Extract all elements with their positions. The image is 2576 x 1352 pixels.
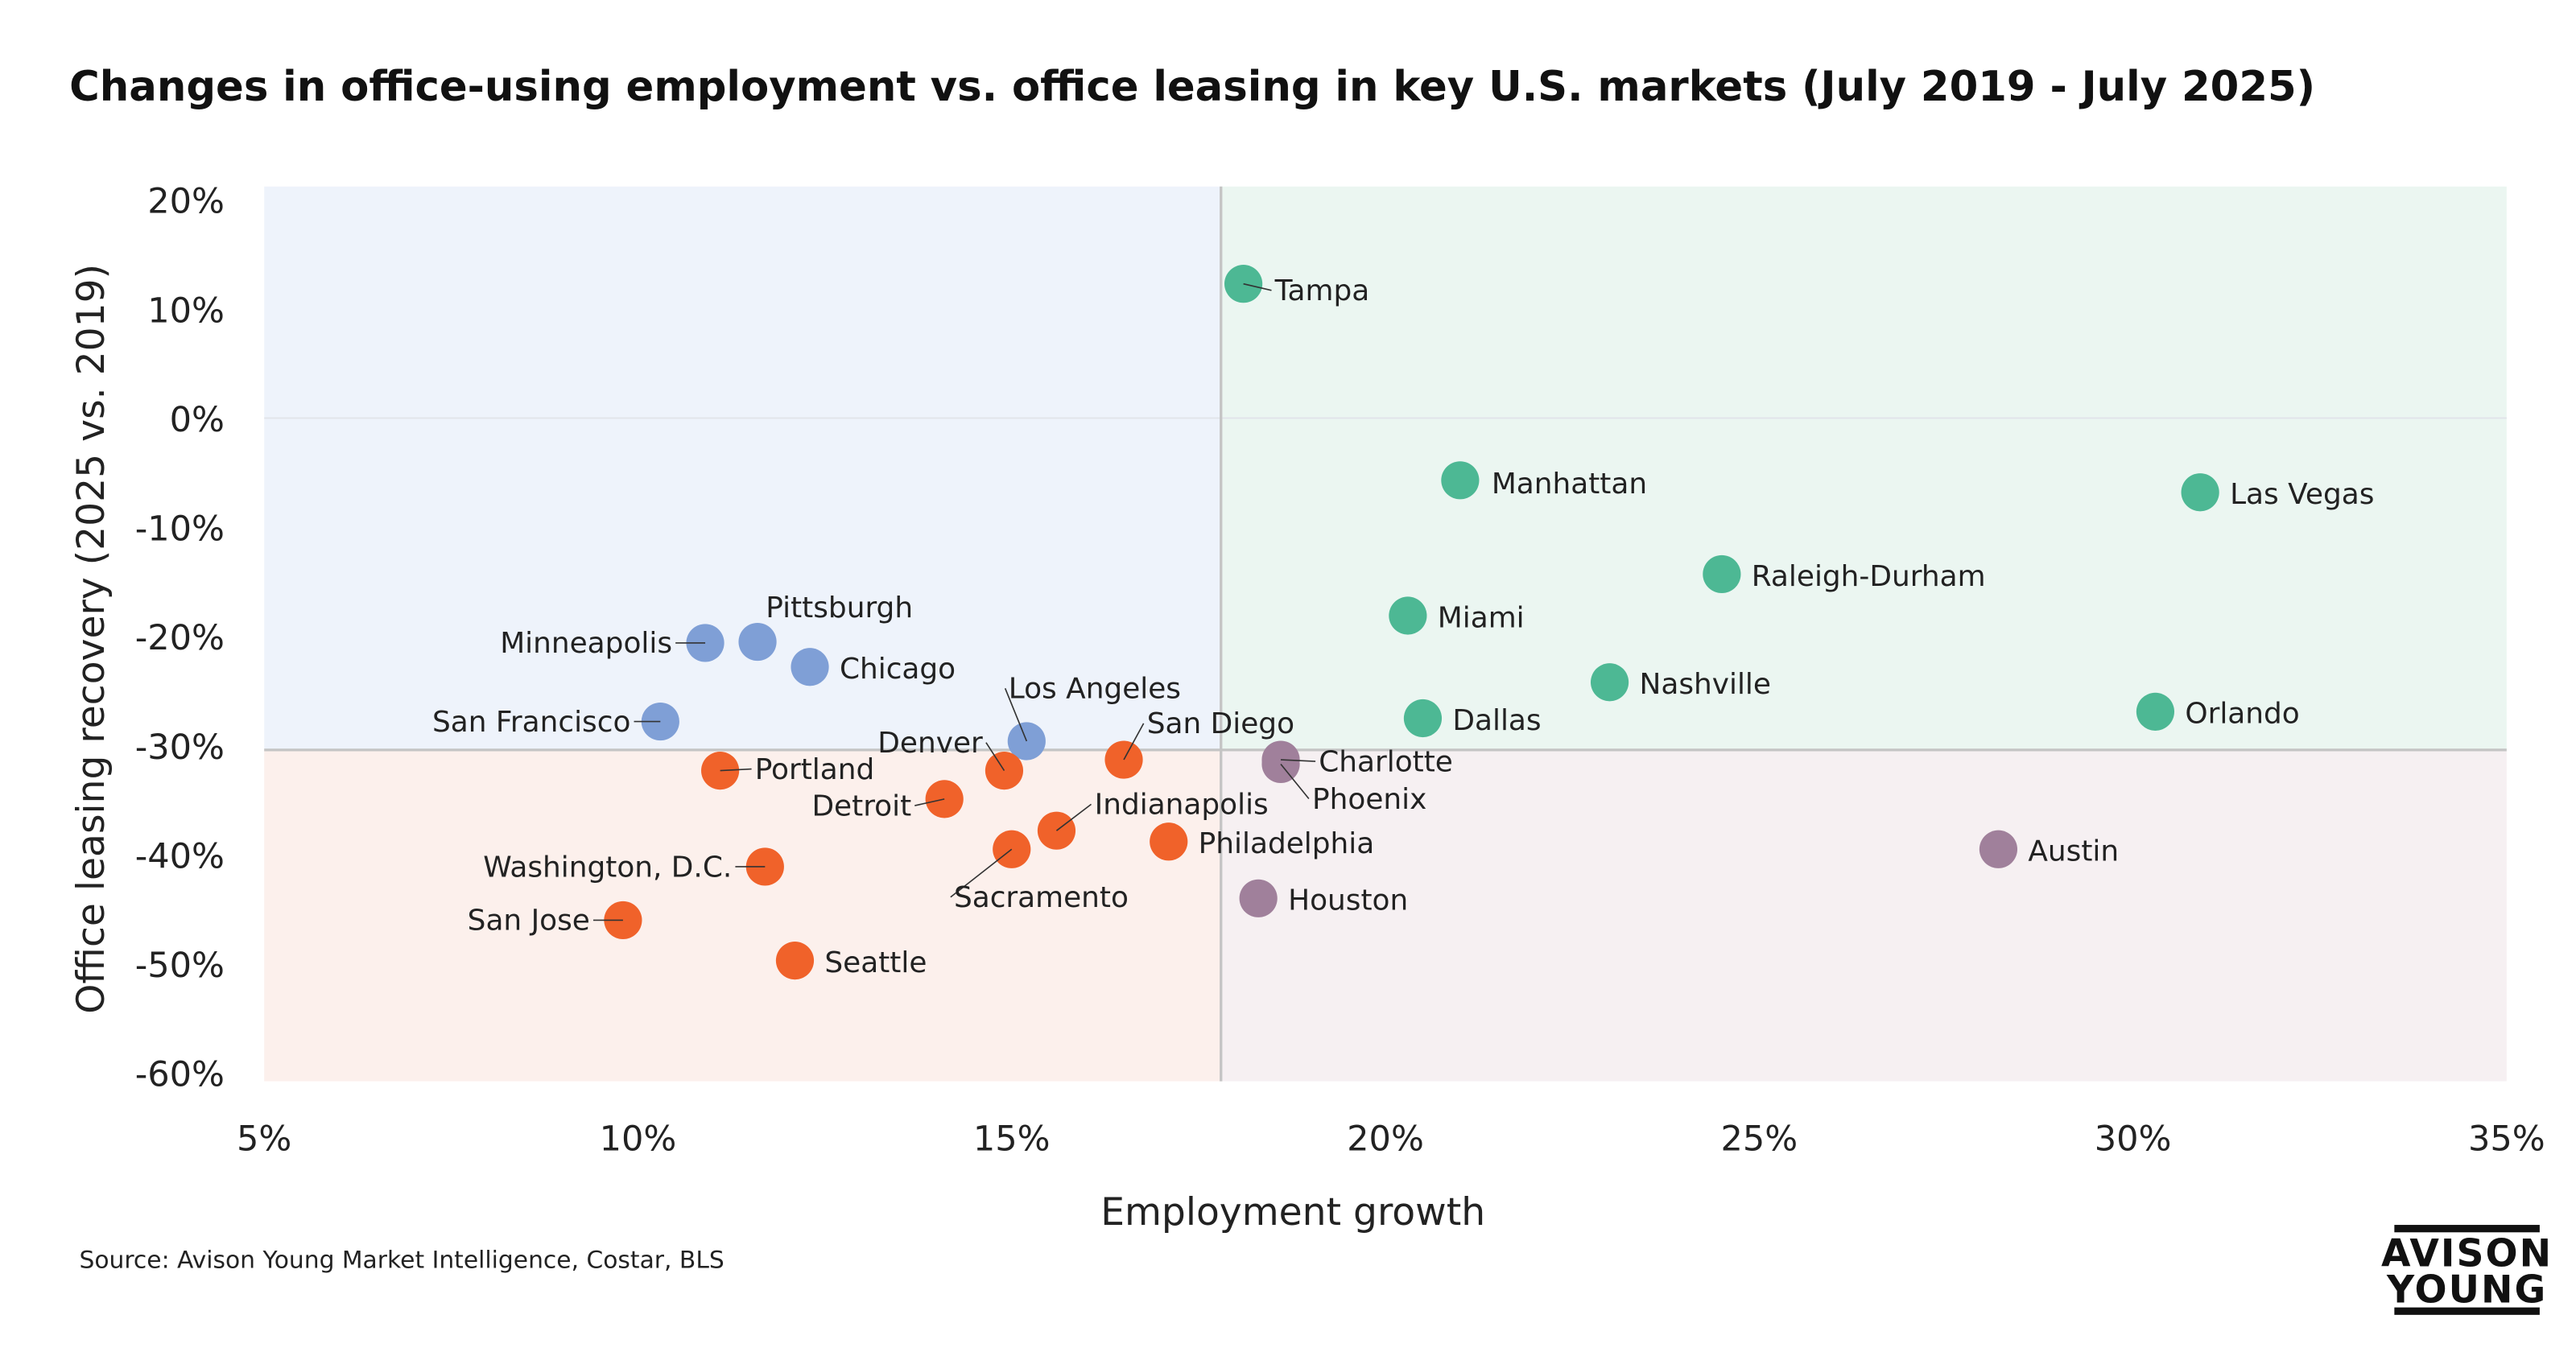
logo-line2: YOUNG: [2386, 1268, 2547, 1312]
point-san-francisco: [641, 702, 679, 741]
point-label: Los Angeles: [1009, 673, 1181, 706]
x-tick-label: 10%: [600, 1119, 677, 1160]
point-austin: [1979, 830, 2018, 868]
point-label: Pittsburgh: [766, 592, 913, 624]
point-indianapolis: [1037, 811, 1076, 850]
y-tick-label: -30%: [135, 728, 225, 768]
point-seattle: [775, 942, 815, 980]
point-label: Sacramento: [954, 881, 1129, 914]
point-label: Houston: [1288, 884, 1408, 917]
source-note: Source: Avison Young Market Intelligence…: [79, 1246, 724, 1274]
x-tick-label: 35%: [2468, 1119, 2545, 1160]
point-miami: [1389, 596, 1427, 635]
y-tick-label: -40%: [135, 836, 225, 876]
leader-line: [1243, 282, 1272, 291]
point-label: San Francisco: [432, 706, 630, 739]
leader-line: [950, 848, 1013, 898]
point-labels: Tampa Manhattan Las Vegas Raleigh-Durham Mia…: [432, 274, 2374, 979]
leader-line: [985, 742, 1005, 772]
point-label: Austin: [2028, 835, 2119, 868]
point-dallas: [1403, 699, 1443, 738]
point-label: Raleigh-Durham: [1752, 560, 1986, 593]
point-label: Minneapolis: [500, 627, 672, 660]
point-label: Indianapolis: [1095, 789, 1269, 822]
point-label: Nashville: [1640, 668, 1771, 701]
point-label: Detroit: [811, 789, 911, 822]
point-label: Tampa: [1274, 274, 1370, 307]
point-label: Phoenix: [1312, 783, 1426, 816]
point-orlando: [2136, 692, 2175, 731]
plot-area: [264, 186, 2507, 1082]
x-tick-label: 20%: [1347, 1119, 1424, 1160]
point-label: Seattle: [824, 946, 927, 979]
point-label: Dallas: [1452, 704, 1541, 737]
leader-line: [1004, 688, 1028, 742]
axis-ticks: 5% 10% 15% 20% 25% 30% 35% 20% 10% 0% -10% -20% -30%…: [135, 182, 2545, 1160]
point-chicago: [791, 648, 829, 686]
point-manhattan: [1441, 461, 1480, 500]
quadrant-top-right: [1220, 186, 2507, 750]
y-tick-label: -10%: [135, 509, 225, 550]
avison-young-logo: AVISON YOUNG: [2381, 1225, 2553, 1315]
point-label: San Jose: [468, 905, 590, 938]
leader-line: [914, 798, 945, 806]
x-tick-label: 15%: [973, 1119, 1051, 1160]
quadrant-bottom-right: [1220, 749, 2507, 1082]
point-las-vegas: [2181, 473, 2219, 512]
quadrant-top-left: [264, 186, 1221, 750]
point-label: Chicago: [840, 653, 956, 686]
point-label: San Diego: [1147, 707, 1294, 740]
point-label: Las Vegas: [2230, 478, 2374, 511]
y-axis-label: Office leasing recovery (2025 vs. 2019): [69, 264, 114, 1014]
leader-line: [1280, 763, 1310, 800]
point-houston: [1239, 879, 1278, 917]
point-label: Orlando: [2185, 698, 2299, 731]
x-tick-label: 30%: [2095, 1119, 2172, 1160]
point-philadelphia: [1150, 822, 1188, 861]
y-tick-label: -60%: [135, 1055, 225, 1095]
point-label: Philadelphia: [1199, 827, 1375, 860]
data-points: Tampa Manhattan Las Vegas Raleigh-Durham Mia…: [432, 265, 2374, 980]
point-label: Charlotte: [1319, 745, 1453, 778]
point-label: Portland: [755, 753, 875, 786]
point-pittsburgh: [738, 622, 777, 662]
y-tick-label: -50%: [135, 946, 225, 986]
y-tick-label: 0%: [170, 400, 225, 440]
x-axis-label: Employment growth: [1100, 1190, 1485, 1235]
quadrant-bottom-left: [264, 749, 1221, 1082]
point-label: Washington, D.C.: [483, 851, 732, 884]
leader-line: [1280, 759, 1316, 762]
x-tick-label: 25%: [1720, 1119, 1798, 1160]
point-label: Manhattan: [1492, 468, 1647, 501]
y-tick-label: 20%: [147, 182, 225, 222]
x-tick-label: 5%: [237, 1119, 291, 1160]
point-nashville: [1591, 663, 1629, 702]
point-label: Denver: [877, 727, 983, 760]
point-label: Miami: [1438, 601, 1525, 634]
point-raleigh-durham: [1703, 554, 1741, 594]
leader-line: [1055, 803, 1092, 831]
leader-line: [1123, 723, 1145, 760]
logo-line1: AVISON: [2381, 1231, 2553, 1276]
y-tick-label: 10%: [147, 291, 225, 331]
leader-line: [720, 768, 752, 772]
chart-title: Changes in office-using employment vs. o…: [69, 63, 2315, 111]
y-tick-label: -20%: [135, 618, 225, 658]
